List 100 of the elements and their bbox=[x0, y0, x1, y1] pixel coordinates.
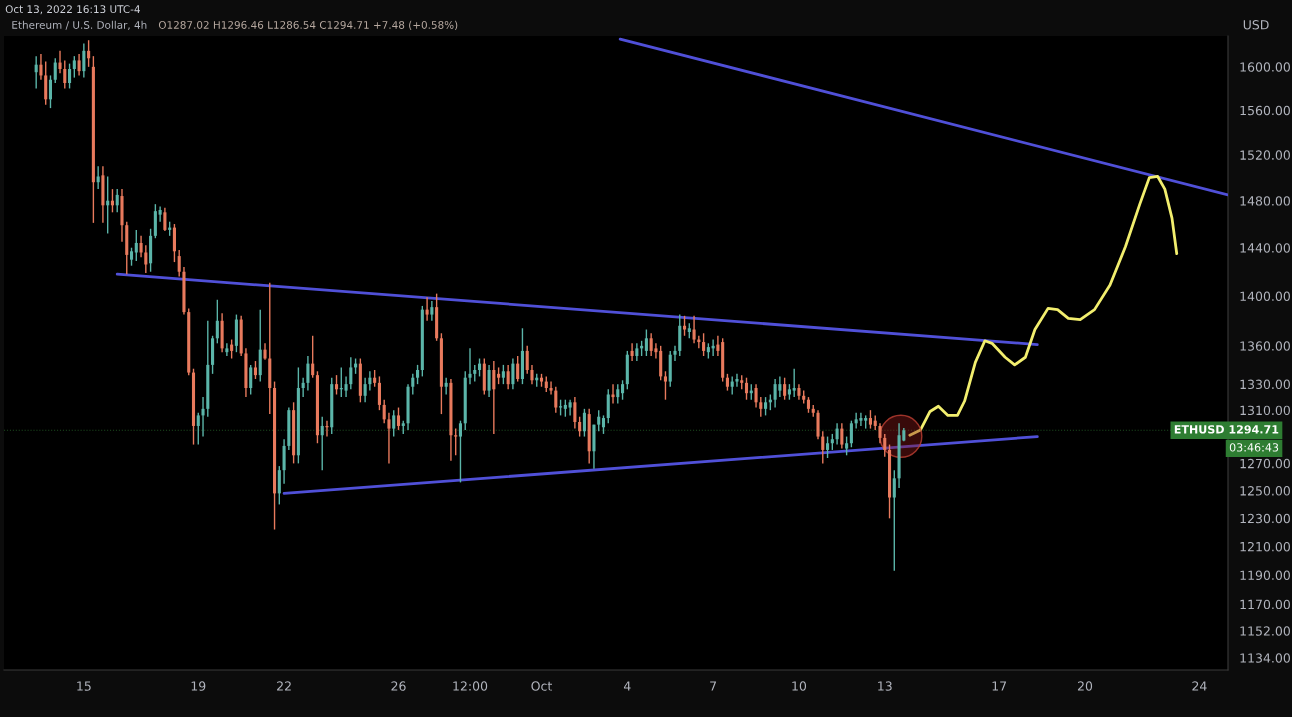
candlestick bbox=[201, 396, 205, 438]
candlestick bbox=[454, 427, 458, 456]
candlestick bbox=[363, 377, 367, 404]
candlestick bbox=[425, 296, 429, 322]
candlestick bbox=[764, 396, 768, 417]
candlestick bbox=[77, 53, 81, 77]
candlestick bbox=[649, 332, 653, 357]
y-tick-label: 1310.00 bbox=[1240, 405, 1290, 416]
candlestick bbox=[549, 380, 553, 396]
candlestick bbox=[430, 300, 434, 322]
candlestick bbox=[139, 235, 143, 258]
candlestick bbox=[735, 373, 739, 388]
y-tick-label: 1560.00 bbox=[1240, 105, 1290, 116]
candlestick bbox=[673, 345, 677, 362]
candlestick bbox=[249, 364, 253, 396]
candlestick bbox=[177, 249, 181, 278]
y-axis-title: USD bbox=[1243, 20, 1269, 30]
candlestick bbox=[773, 378, 777, 409]
candlestick bbox=[396, 406, 401, 431]
candlestick bbox=[644, 328, 648, 357]
candlestick bbox=[334, 374, 339, 396]
candlestick bbox=[716, 335, 720, 357]
x-tick-label: Oct bbox=[531, 681, 553, 691]
candlestick bbox=[840, 422, 844, 450]
x-tick-label: 20 bbox=[1077, 681, 1093, 691]
candlestick bbox=[816, 409, 820, 440]
candlestick bbox=[225, 342, 229, 357]
y-tick-label: 1480.00 bbox=[1240, 196, 1290, 206]
x-tick-label: 24 bbox=[1192, 681, 1207, 691]
y-tick-label: 1250.00 bbox=[1240, 486, 1290, 496]
ref-line-label: ETHUSD 1294.71 bbox=[1174, 425, 1279, 434]
y-tick-label: 1152.00 bbox=[1240, 626, 1290, 636]
candlestick bbox=[368, 370, 372, 392]
candlestick bbox=[759, 396, 763, 418]
candlestick bbox=[277, 465, 281, 506]
x-tick-label: 12:00 bbox=[453, 681, 488, 691]
candlestick bbox=[492, 360, 496, 435]
candlestick bbox=[859, 412, 863, 427]
y-tick-label: 1134.00 bbox=[1240, 653, 1290, 663]
chart-title: Ethereum / U.S. Dollar, 4h bbox=[12, 20, 147, 30]
y-tick-label: 1270.00 bbox=[1240, 458, 1290, 469]
candlestick bbox=[387, 412, 391, 465]
candlestick bbox=[601, 414, 606, 435]
candlestick bbox=[525, 345, 529, 375]
candlestick bbox=[325, 419, 329, 438]
x-tick-label: 19 bbox=[191, 681, 206, 691]
candlestick bbox=[382, 399, 386, 425]
y-tick-label: 1170.00 bbox=[1240, 599, 1290, 610]
y-tick-label: 1230.00 bbox=[1240, 513, 1290, 524]
y-tick-label: 1600.00 bbox=[1240, 62, 1290, 72]
candlestick bbox=[516, 355, 520, 383]
candlestick bbox=[48, 74, 53, 109]
candlestick bbox=[821, 430, 825, 465]
candlestick bbox=[892, 469, 896, 572]
candlestick bbox=[511, 357, 515, 391]
y-tick-label: 1330.00 bbox=[1240, 379, 1290, 390]
candlestick bbox=[72, 55, 76, 79]
candlestick bbox=[172, 223, 176, 263]
y-tick-label: 1360.00 bbox=[1240, 341, 1290, 351]
candlestick bbox=[134, 229, 138, 262]
y-tick-label: 1440.00 bbox=[1240, 243, 1290, 253]
candlestick bbox=[554, 386, 558, 414]
candlestick bbox=[573, 396, 577, 430]
candlestick bbox=[34, 55, 38, 90]
candlestick bbox=[883, 433, 887, 458]
candlestick bbox=[597, 409, 601, 432]
candlestick bbox=[692, 315, 696, 345]
candlestick bbox=[826, 435, 830, 459]
candlestick bbox=[506, 364, 510, 391]
candlestick bbox=[444, 377, 448, 396]
candlestick bbox=[744, 377, 749, 401]
candlestick bbox=[58, 50, 62, 74]
candlestick bbox=[835, 422, 839, 446]
candlestick bbox=[778, 375, 782, 398]
x-tick-label: 17 bbox=[992, 681, 1007, 691]
candlestick bbox=[530, 364, 534, 385]
candlestick bbox=[792, 368, 796, 398]
candlestick bbox=[630, 342, 634, 362]
x-tick-label: 26 bbox=[391, 681, 406, 691]
y-tick-label: 1210.00 bbox=[1240, 541, 1290, 552]
candlestick bbox=[682, 315, 687, 337]
candlestick bbox=[44, 60, 48, 106]
y-tick-label: 1400.00 bbox=[1240, 291, 1290, 302]
text: 03:46:43 bbox=[1229, 443, 1279, 452]
candlestick bbox=[163, 206, 167, 232]
text: Oct 13, 2022 16:13 UTC-4 bbox=[5, 5, 140, 15]
candlestick bbox=[82, 42, 86, 79]
candlestick bbox=[458, 419, 463, 484]
candlestick bbox=[487, 364, 491, 398]
x-tick-label: 10 bbox=[792, 681, 807, 691]
chart-subtitle: O1287.02 H1296.46 L1286.54 C1294.71 +7.48 (+0.58%) bbox=[158, 20, 458, 31]
candlestick bbox=[320, 416, 324, 471]
candlestick bbox=[115, 188, 119, 214]
y-tick-label: 1520.00 bbox=[1240, 150, 1290, 160]
candlestick bbox=[230, 338, 234, 360]
candlestick bbox=[306, 355, 310, 392]
candlestick bbox=[196, 412, 200, 446]
candlestick bbox=[392, 409, 396, 438]
candlestick bbox=[621, 379, 625, 401]
candlestick bbox=[349, 356, 353, 391]
